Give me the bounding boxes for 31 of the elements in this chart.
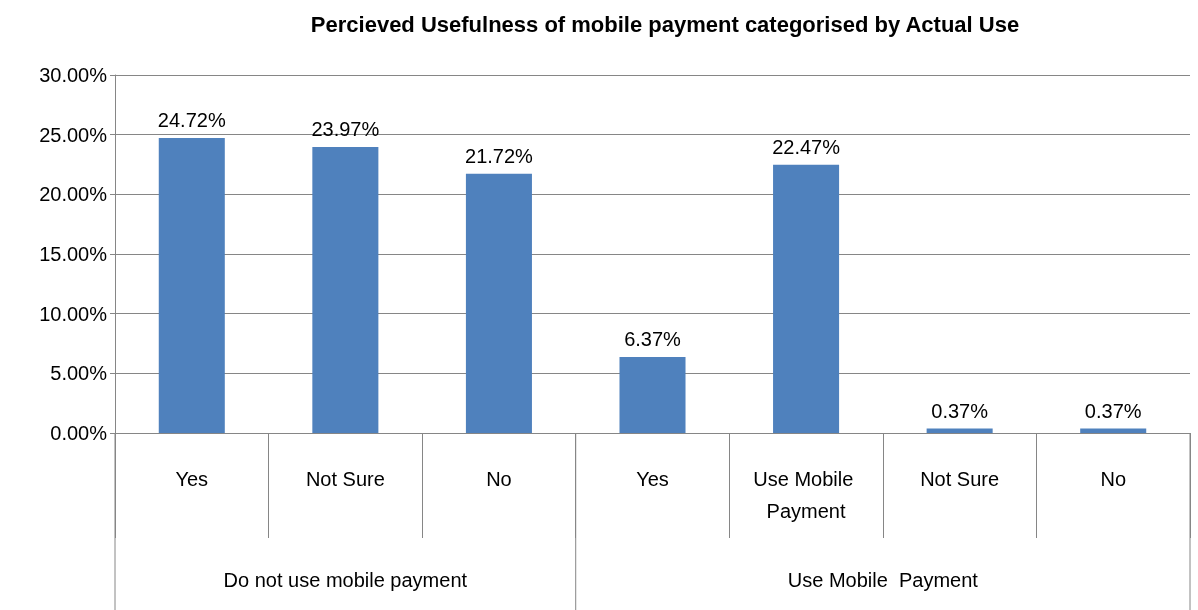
x-tick-label: No	[486, 468, 512, 490]
data-label: 21.72%	[465, 144, 534, 167]
data-label: 0.37%	[1084, 399, 1142, 422]
y-tick-label: 25.00%	[39, 123, 108, 146]
bar	[158, 138, 225, 433]
y-tick-label: 10.00%	[39, 302, 108, 325]
text: Do not use mobile payment	[223, 569, 468, 591]
x-tick-label: Not Sure	[305, 468, 385, 490]
data-label: 23.97%	[311, 117, 380, 140]
x-tick-label: Use Mobile Payment	[753, 468, 859, 522]
data-label: 22.47%	[772, 135, 841, 158]
x-tick-label: Not Sure	[920, 468, 1000, 490]
data-label: 0.37%	[931, 399, 989, 422]
bar	[465, 173, 532, 433]
data-label: 24.72%	[157, 109, 226, 132]
y-tick-label: 15.00%	[39, 243, 108, 265]
x-tick-label: Yes	[175, 468, 209, 490]
x-tick-label: Yes	[636, 468, 669, 490]
y-tick-label: 30.00%	[39, 64, 108, 86]
data-label: 6.37%	[624, 327, 682, 350]
x-tick-label: No	[1100, 468, 1126, 490]
bar	[619, 356, 686, 433]
bar	[926, 428, 993, 433]
y-tick-label: 5.00%	[50, 362, 108, 385]
y-tick-label: 20.00%	[39, 183, 108, 206]
bar	[312, 146, 379, 433]
text: Use Mobile Payment	[787, 569, 979, 591]
y-tick-label: 0.00%	[50, 422, 108, 444]
bar	[1080, 428, 1147, 433]
bar	[773, 164, 840, 433]
chart-title: Percieved Usefulness of mobile payment categorised by Actual Use	[310, 11, 1020, 37]
